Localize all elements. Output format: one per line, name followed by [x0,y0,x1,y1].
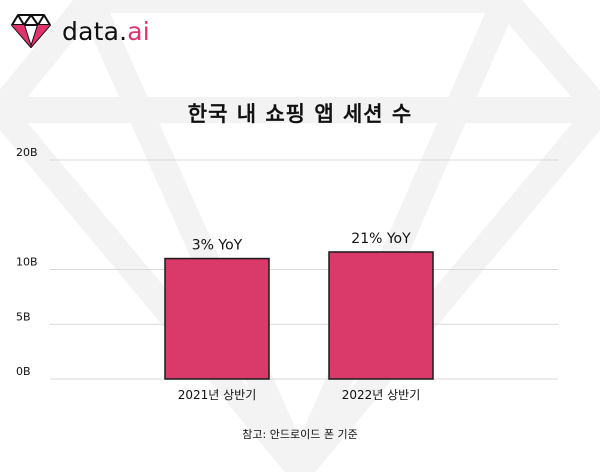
y-tick-label: 10B [16,256,38,269]
diamond-logo-icon [11,14,51,48]
brand-name: data.ai [62,16,150,46]
chart-title: 한국 내 쇼핑 앱 세션 수 [187,102,413,126]
bar-data-label: 21% YoY [351,231,411,247]
brand-logo: data.ai [10,12,150,50]
x-tick-label: 2022년 상반기 [342,388,421,402]
y-tick-label: 5B [16,310,31,323]
x-tick-label: 2021년 상반기 [178,388,257,402]
bar-data-label: 3% YoY [192,238,243,254]
bar [164,257,270,380]
y-tick-label: 0B [16,365,31,378]
bar [328,251,434,380]
footnote: 참고: 안드로이드 폰 기준 [242,428,358,441]
y-tick-label: 20B [16,146,38,159]
